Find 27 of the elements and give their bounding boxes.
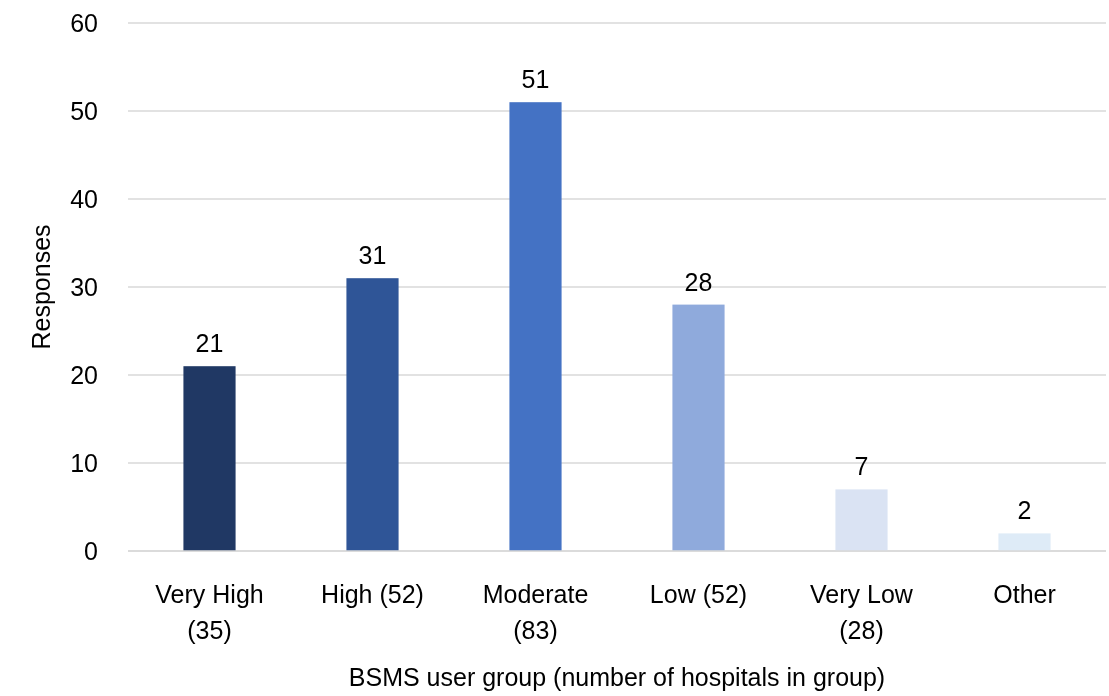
y-tick-label: 0 — [84, 536, 98, 565]
bar — [835, 489, 888, 551]
data-label: 21 — [195, 329, 224, 358]
bar — [183, 366, 236, 551]
data-label: 2 — [1017, 496, 1032, 525]
x-tick-label: Very High (35) — [155, 580, 264, 644]
y-tick-label: 40 — [70, 184, 98, 213]
data-label: 28 — [684, 267, 713, 296]
x-tick-label: Low (52) — [649, 580, 748, 608]
bar — [346, 278, 399, 551]
bar — [998, 533, 1051, 551]
x-tick-label: High (52) — [321, 580, 424, 608]
y-tick-label: 30 — [70, 272, 98, 301]
bar — [672, 304, 725, 551]
x-tick-label: Other — [993, 580, 1056, 608]
y-tick-label: 10 — [70, 448, 98, 477]
data-label: 7 — [854, 452, 869, 481]
y-tick-label: 20 — [70, 360, 98, 389]
y-axis-title: Responses — [27, 224, 55, 350]
y-tick-label: 60 — [70, 8, 98, 37]
x-tick-label: Moderate (83) — [482, 580, 589, 644]
x-axis-title: BSMS user group (number of hospitals in group) — [348, 663, 886, 691]
bar — [509, 102, 562, 551]
data-label: 51 — [521, 65, 550, 94]
data-label: 31 — [358, 241, 387, 270]
y-tick-label: 50 — [70, 96, 98, 125]
x-tick-label: Very Low (28) — [810, 580, 914, 644]
